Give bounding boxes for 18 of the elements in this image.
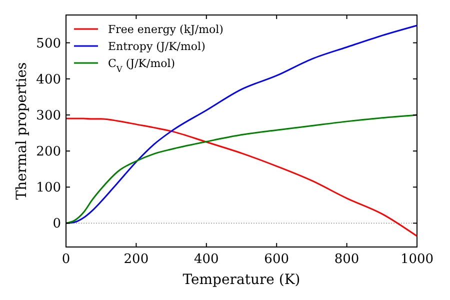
legend-label: C$_{V}$ (J/K/mol) xyxy=(108,57,176,74)
legend-label: Free energy (kJ/mol) xyxy=(108,23,224,36)
x-tick-label: 400 xyxy=(194,252,219,267)
x-tick-label: 800 xyxy=(334,252,360,267)
y-tick-label: 500 xyxy=(36,36,61,52)
y-tick-label: 0 xyxy=(52,216,61,232)
x-axis-title: Temperature (K) xyxy=(182,272,300,288)
y-tick-label: 400 xyxy=(36,72,61,88)
y-tick-label: 300 xyxy=(36,108,61,124)
x-tick-label: 0 xyxy=(62,252,70,267)
x-tick-label: 1000 xyxy=(400,252,434,267)
y-tick-label: 100 xyxy=(36,180,61,196)
y-axis-title: Thermal properties xyxy=(14,62,30,200)
line-series xyxy=(65,24,418,224)
x-tick-label: 200 xyxy=(124,252,149,267)
x-tick-label: 600 xyxy=(264,252,290,267)
y-tick-label: 200 xyxy=(36,144,61,160)
legend-label: Entropy (J/K/mol) xyxy=(108,40,206,53)
